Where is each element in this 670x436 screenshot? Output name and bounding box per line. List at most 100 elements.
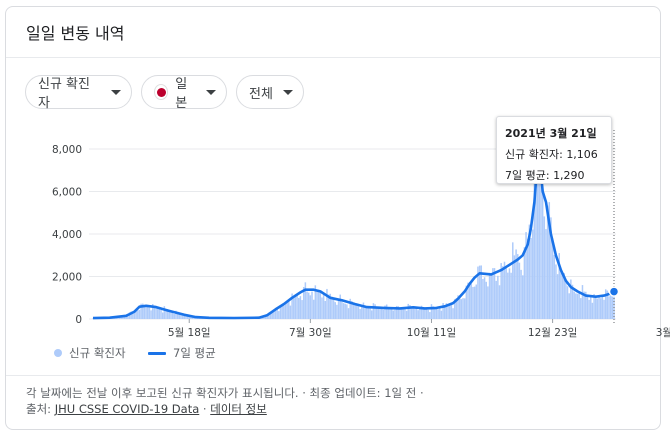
x-tick-label: 5월 18일 xyxy=(168,326,211,339)
bar xyxy=(570,279,572,319)
bar xyxy=(155,307,157,319)
bar xyxy=(526,238,529,319)
bar xyxy=(495,280,497,319)
legend-line-label: 7일 평균 xyxy=(173,346,216,360)
bar xyxy=(283,305,285,319)
bar xyxy=(389,307,391,319)
bar xyxy=(420,305,423,319)
bar xyxy=(351,301,353,319)
bar xyxy=(385,304,388,319)
bar xyxy=(530,238,532,319)
bar xyxy=(145,307,147,319)
bar xyxy=(457,295,459,319)
bar xyxy=(165,309,167,319)
bar xyxy=(120,316,122,319)
bar xyxy=(306,291,308,319)
bar xyxy=(533,151,536,319)
tooltip-date: 2021년 3월 21일 xyxy=(505,127,597,140)
source-link[interactable]: JHU CSSE COVID-19 Data xyxy=(54,402,200,416)
bar xyxy=(264,316,267,319)
bar xyxy=(163,306,166,319)
bar xyxy=(468,282,471,319)
tooltip-cases: 신규 확진자: 1,106 xyxy=(505,144,603,165)
bar xyxy=(346,304,348,319)
bar xyxy=(563,273,565,319)
bar xyxy=(147,304,149,319)
x-axis: 5월 18일 7월 30일 10월 11일 12월 23일 3월 6일 xyxy=(168,319,670,339)
bar xyxy=(160,310,162,319)
bar xyxy=(142,303,144,319)
bar xyxy=(307,292,310,319)
x-tick-label: 3월 6일 xyxy=(656,326,670,339)
bar xyxy=(347,308,350,319)
bar xyxy=(291,293,293,319)
bar xyxy=(337,298,340,319)
bar xyxy=(497,275,499,319)
bar xyxy=(475,284,478,319)
bar xyxy=(127,316,129,319)
bar xyxy=(186,314,189,319)
bar xyxy=(518,262,521,319)
bar xyxy=(419,307,421,319)
bar xyxy=(352,303,355,319)
bar xyxy=(140,303,142,319)
bar xyxy=(596,298,599,319)
bar xyxy=(170,312,172,319)
bar xyxy=(482,278,484,319)
bar xyxy=(344,303,346,319)
bar xyxy=(535,157,537,319)
bar xyxy=(286,300,288,319)
footer: 각 날짜에는 전날 이후 보고된 신규 확진자가 표시됩니다. · 최종 업데이… xyxy=(26,385,424,417)
bar xyxy=(538,157,541,319)
bar xyxy=(407,303,410,319)
bar xyxy=(341,301,343,319)
bar xyxy=(288,300,290,319)
bar xyxy=(304,282,307,319)
metric-dropdown[interactable]: 신규 확진자 xyxy=(25,75,132,111)
bar xyxy=(590,296,592,319)
bar xyxy=(326,288,328,319)
legend-dot-icon xyxy=(54,349,62,357)
bar xyxy=(505,267,507,319)
bar xyxy=(502,266,504,319)
bar xyxy=(447,304,449,319)
tooltip-cases-value: 1,106 xyxy=(566,148,598,161)
bar xyxy=(507,272,509,319)
bar xyxy=(128,312,131,319)
region-dropdown[interactable]: 전체 xyxy=(236,75,304,109)
bar xyxy=(508,268,511,319)
country-dropdown[interactable]: 일본 xyxy=(141,75,227,111)
bar xyxy=(314,285,317,319)
bar xyxy=(309,295,312,319)
bar xyxy=(372,303,375,319)
bar xyxy=(465,285,468,319)
bar xyxy=(122,316,124,319)
header-divider xyxy=(6,57,660,58)
bar xyxy=(500,263,502,319)
highlight-point xyxy=(608,286,620,297)
bar xyxy=(266,316,268,319)
bar xyxy=(278,311,280,319)
bar xyxy=(405,310,408,319)
bar xyxy=(606,290,609,319)
bar xyxy=(329,293,332,319)
bar xyxy=(336,304,338,319)
about-data-link[interactable]: 데이터 정보 xyxy=(210,402,267,416)
bar xyxy=(521,275,524,319)
bar xyxy=(185,316,187,319)
bar xyxy=(470,283,473,319)
bar xyxy=(455,297,458,319)
x-tick-label: 7월 30일 xyxy=(289,326,332,339)
bar xyxy=(586,296,589,319)
avg-line-series xyxy=(92,164,615,320)
bar xyxy=(517,254,519,319)
bar xyxy=(598,297,600,319)
bar xyxy=(434,309,436,319)
bar xyxy=(512,242,514,319)
bar xyxy=(357,306,360,319)
tooltip: 2021년 3월 21일 신규 확진자: 1,106 7일 평균: 1,290 xyxy=(496,116,612,184)
bar xyxy=(611,296,614,319)
bar xyxy=(138,309,141,319)
bar xyxy=(435,308,438,319)
